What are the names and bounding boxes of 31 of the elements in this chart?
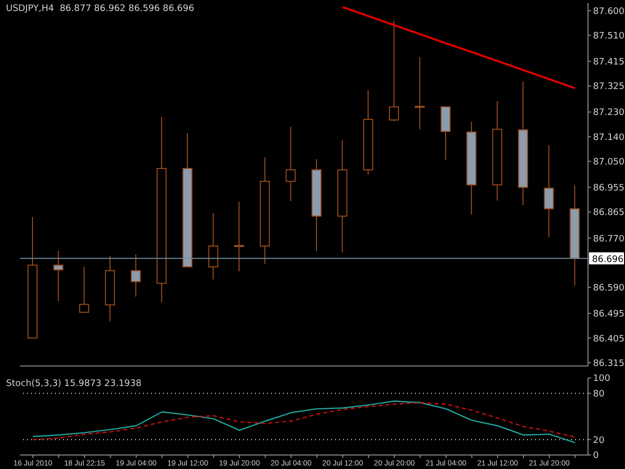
candlestick [130,254,141,298]
candlestick [53,250,64,302]
y-tick-label: 87.510 [593,32,625,42]
chart-title: Stoch(5,3,3) 15.9873 23.1938 [6,379,142,389]
y-tick-label: 86.315 [593,358,624,369]
y-tick-label: 20 [593,436,605,446]
y-tick-label: 87.600 [593,6,625,17]
candlestick [388,20,399,122]
y-tick-label: 87.050 [593,158,625,168]
y-tick-label: 86.590 [593,284,625,294]
y-tick-label: 86.405 [593,334,624,344]
y-tick-label: 80 [593,390,605,400]
y-tick-label: 87.140 [593,132,625,143]
y-tick-label: 87.230 [593,108,625,118]
line-series [342,6,576,90]
y-tick-label: 87.415 [593,58,624,68]
y-tick-label: 86.955 [593,184,624,194]
y-tick-label: 86.495 [593,310,624,320]
candlestick [544,144,554,238]
y-tick-label: 0 [593,451,599,462]
candlestick [286,126,296,202]
y-tick-label: 87.325 [593,82,624,92]
chart-title: USDJPY,H4 86.877 86.962 86.596 86.696 [6,4,194,14]
y-tick-label: 100 [593,374,610,384]
candlestick [79,266,90,313]
y-tick-label: 86.770 [593,234,625,244]
candlestick [414,56,425,130]
candlestick [208,212,218,280]
ref-line-label: 86.696 [592,254,624,265]
candlestick [234,201,244,272]
y-tick-label: 86.865 [593,208,624,218]
